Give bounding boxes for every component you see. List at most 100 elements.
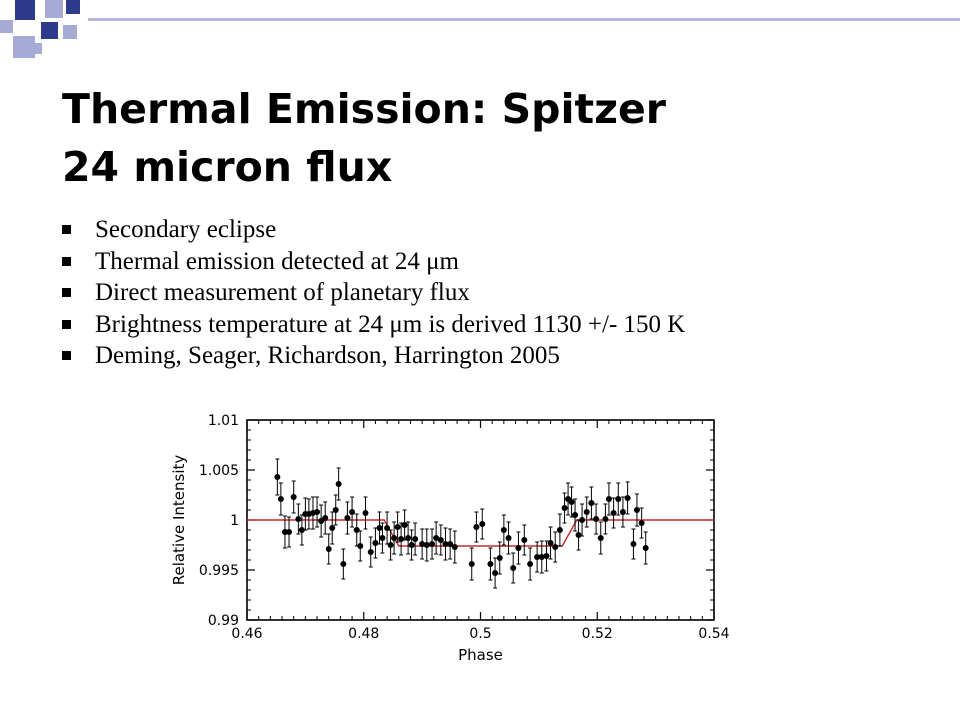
data-point [429, 541, 436, 547]
decor-square-light-5 [31, 43, 42, 54]
y-tick-label: 1 [230, 513, 239, 529]
x-tick-label: 0.46 [231, 626, 262, 642]
title-rule [88, 18, 960, 21]
data-point [556, 527, 563, 533]
data-point [610, 510, 617, 516]
data-point [391, 535, 398, 541]
data-point [437, 537, 444, 543]
data-point [619, 509, 626, 515]
data-point [298, 527, 305, 533]
data-point [605, 496, 612, 502]
y-tick-label: 1.005 [199, 463, 239, 479]
bullet-square-icon [62, 225, 71, 234]
data-point [344, 515, 351, 521]
bullet-item: Secondary eclipse [60, 214, 685, 246]
data-point [349, 509, 356, 515]
y-tick-label: 0.995 [199, 563, 239, 579]
data-point [583, 509, 590, 515]
data-point [335, 481, 342, 487]
decor-square-dark-3 [41, 22, 58, 39]
x-tick-label: 0.5 [469, 626, 491, 642]
data-point [561, 505, 568, 511]
data-point [362, 510, 369, 516]
data-point [630, 541, 637, 547]
title-line-2: 24 micron flux [62, 143, 393, 191]
data-point [322, 515, 329, 521]
data-point [527, 561, 534, 567]
data-point [433, 535, 440, 541]
data-point [451, 544, 458, 550]
data-point [277, 496, 284, 502]
data-point [353, 527, 360, 533]
decor-square-light-4 [63, 25, 77, 39]
bullet-text: Thermal emission detected at 24 μm [95, 247, 459, 275]
data-point [496, 555, 503, 561]
data-point [372, 540, 379, 546]
bullet-item: Brightness temperature at 24 μm is deriv… [60, 309, 685, 341]
bullet-square-icon [62, 319, 71, 329]
data-point [638, 520, 645, 526]
bullet-text: Secondary eclipse [95, 216, 277, 243]
data-point [615, 496, 622, 502]
bullet-text: Direct measurement of planetary flux [95, 279, 470, 306]
data-point [624, 495, 631, 501]
bullet-list: Secondary eclipse Thermal emission detec… [60, 214, 685, 372]
bullet-item: Thermal emission detected at 24 μm [60, 246, 685, 278]
data-point [398, 536, 405, 542]
y-tick-label: 1.01 [208, 413, 239, 429]
data-point [510, 565, 517, 571]
data-point [593, 516, 600, 522]
data-point [568, 499, 575, 505]
data-point [572, 512, 579, 518]
y-tick-label: 0.99 [208, 613, 239, 629]
data-point [340, 561, 347, 567]
bullet-item: Deming, Seager, Richardson, Harrington 2… [60, 340, 685, 372]
data-point [479, 521, 486, 527]
data-point [325, 546, 332, 552]
data-point [588, 500, 595, 506]
data-point [295, 516, 302, 522]
data-point [357, 543, 364, 549]
bullet-text: Brightness temperature at 24 μm is deriv… [95, 310, 686, 338]
data-point [408, 542, 415, 548]
bullet-square-icon [62, 288, 71, 297]
data-point [597, 535, 604, 541]
data-point [642, 545, 649, 551]
data-point [367, 549, 374, 555]
y-axis-label: Relative Intensity [170, 455, 188, 586]
data-point [505, 535, 512, 541]
data-point [274, 474, 281, 480]
slide-title: Thermal Emission: Spitzer 24 micron flux [62, 80, 666, 196]
bullet-square-icon [62, 256, 71, 266]
data-point [521, 537, 528, 543]
data-point [473, 524, 480, 530]
bullet-square-icon [62, 351, 71, 360]
eclipse-light-curve-chart: 0.46 0.48 0.5 0.52 0.54 0.99 0.995 1 1.005 1.01 Ph… [170, 413, 730, 664]
data-point [379, 535, 386, 541]
data-point [405, 535, 412, 541]
bullet-item: Direct measurement of planetary flux [60, 277, 685, 309]
data-point [487, 561, 494, 567]
bullet-text: Deming, Seager, Richardson, Harrington 2… [95, 342, 560, 369]
x-axis-label: Phase [458, 646, 503, 664]
data-point [332, 507, 339, 513]
data-point [633, 507, 640, 513]
data-point [447, 541, 454, 547]
data-point [602, 516, 609, 522]
data-point [534, 554, 541, 560]
data-point [492, 570, 499, 576]
data-point [552, 544, 559, 550]
data-point [290, 494, 297, 500]
data-point [314, 509, 321, 515]
data-point [401, 522, 408, 528]
title-line-1: Thermal Emission: Spitzer [62, 85, 666, 133]
data-point [387, 542, 394, 548]
model-fit-line [247, 519, 714, 547]
data-point [329, 525, 336, 531]
data-point [538, 554, 545, 560]
decor-square-light-1 [45, 0, 63, 18]
x-tick-label: 0.54 [698, 626, 729, 642]
x-tick-label: 0.52 [582, 626, 613, 642]
data-point [442, 541, 449, 547]
data-point [419, 541, 426, 547]
